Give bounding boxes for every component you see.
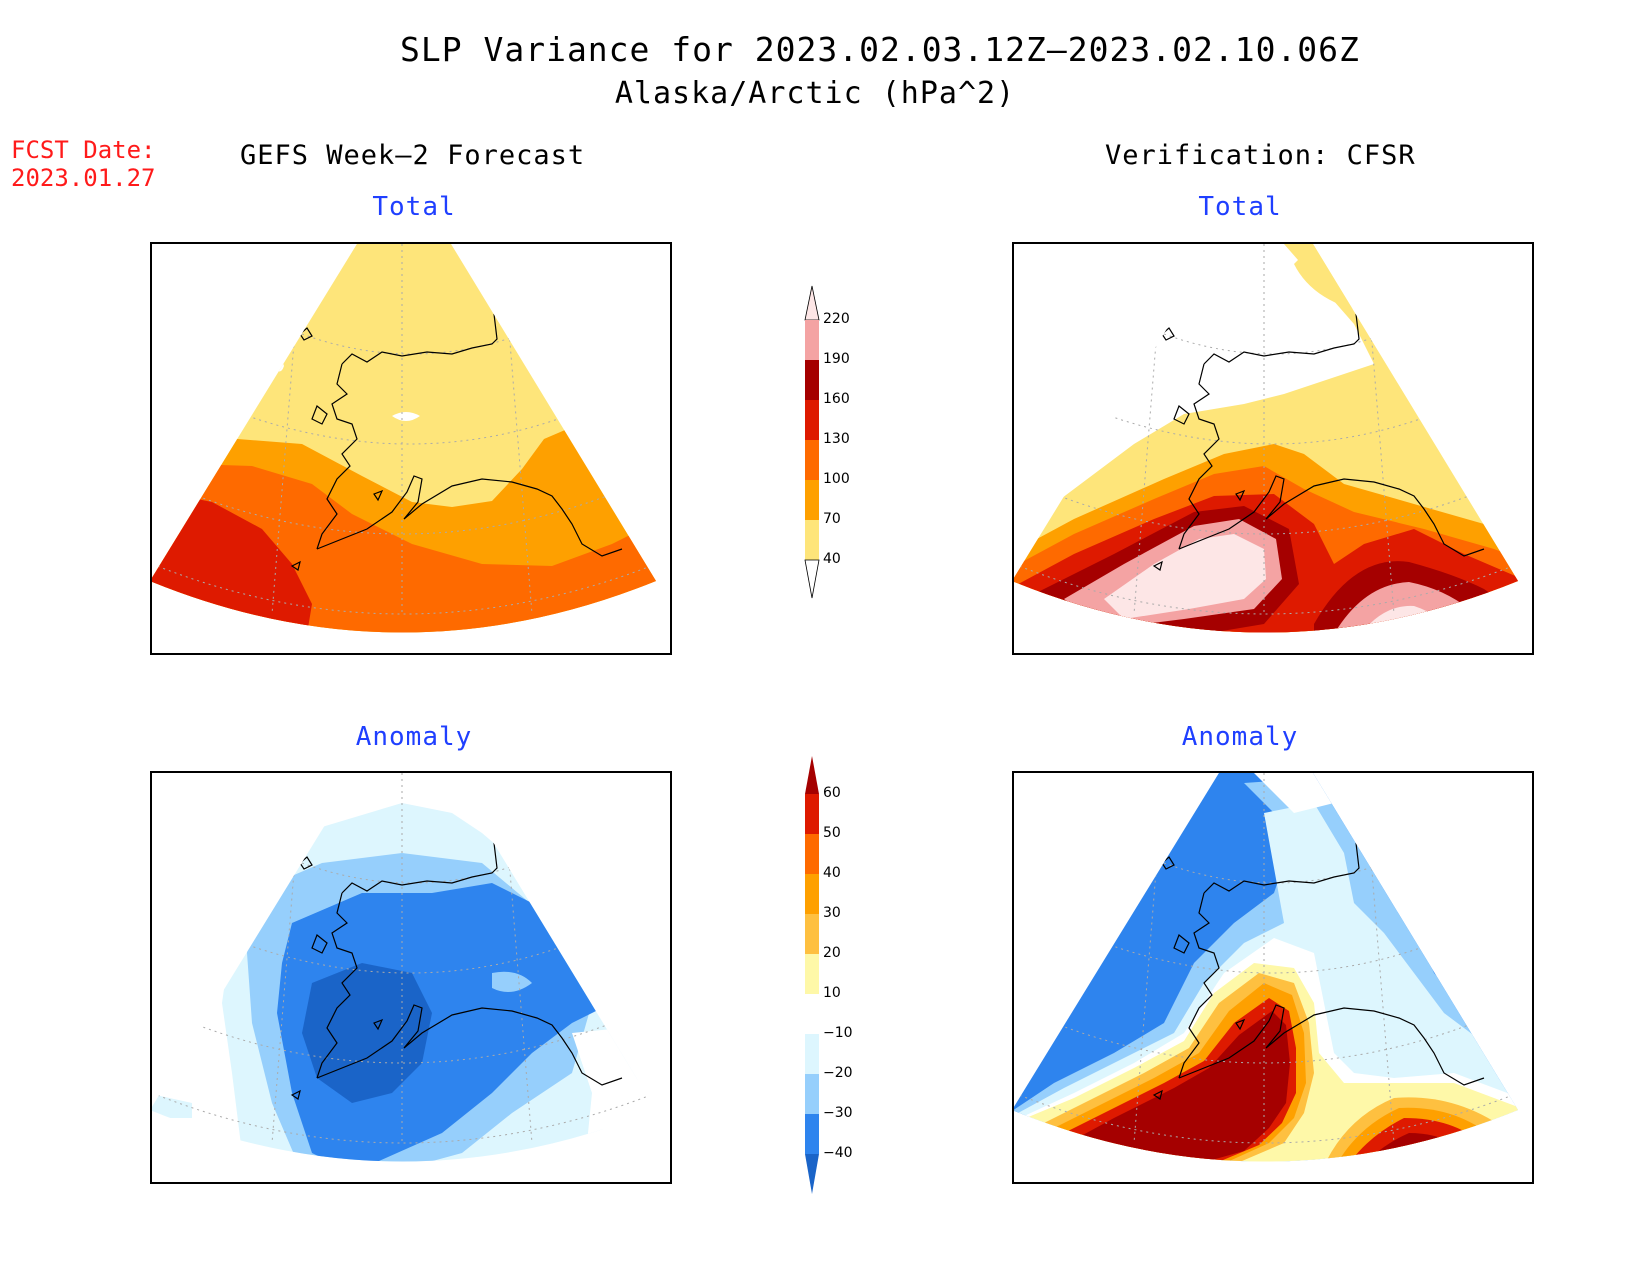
colorbar-total-tick-label: 100: [823, 471, 850, 487]
chart-title: SLP Variance for 2023.02.03.12Z–2023.02.…: [400, 30, 1360, 69]
colorbar-anomaly-swatch: [805, 874, 819, 914]
map-verification-total: [1012, 242, 1534, 655]
colorbar-total-tick-label: 220: [823, 311, 850, 327]
map-forecast-total: [150, 242, 672, 655]
colorbar-anomaly-tick-label: −40: [823, 1145, 853, 1161]
left-column-heading: GEFS Week–2 Forecast: [240, 140, 586, 171]
colorbar-anomaly-swatch: [805, 994, 819, 1034]
colorbar-anomaly-swatch: [805, 914, 819, 954]
panel-title-verification-total: Total: [1198, 192, 1282, 222]
colorbar-anomaly-tick-label: 10: [823, 985, 841, 1001]
colorbar-anomaly-swatch: [805, 1034, 819, 1074]
colorbar-total-tip-bottom: [804, 559, 820, 599]
colorbar-anomaly-tick-label: −30: [823, 1105, 853, 1121]
colorbar-anomaly-tick-label: 50: [823, 825, 841, 841]
colorbar-anomaly-tick-label: 20: [823, 945, 841, 961]
colorbar-anomaly-swatch: [805, 954, 819, 994]
colorbar-anomaly-tick-label: 30: [823, 905, 841, 921]
colorbar-anomaly-tip-bottom: [805, 1154, 819, 1194]
colorbar-total-tip-top: [804, 285, 820, 321]
colorbar-total-tick-label: 190: [823, 351, 850, 367]
fcst-date-label: FCST Date:: [11, 136, 156, 164]
map-forecast-anomaly: [150, 771, 672, 1184]
panel-title-forecast-total: Total: [372, 192, 456, 222]
chart-subtitle: Alaska/Arctic (hPa^2): [614, 76, 1016, 111]
colorbar-anomaly-swatch: [805, 834, 819, 874]
colorbar-total-tick-label: 70: [823, 511, 841, 527]
map-verification-anomaly: [1012, 771, 1534, 1184]
colorbar-total-swatch: [805, 400, 819, 440]
colorbar-total-swatches: [804, 285, 820, 599]
panel-title-verification-anomaly: Anomaly: [1181, 722, 1299, 752]
right-column-heading: Verification: CFSR: [1105, 140, 1416, 171]
panel-title-forecast-anomaly: Anomaly: [355, 722, 473, 752]
colorbar-anomaly-swatch: [805, 794, 819, 834]
colorbar-total-swatch: [805, 520, 819, 560]
fcst-date-value: 2023.01.27: [11, 164, 156, 192]
colorbar-anomaly-tick-label: 40: [823, 865, 841, 881]
colorbar-anomaly-tick-label: −20: [823, 1065, 853, 1081]
colorbar-total-tick-label: 40: [823, 551, 841, 567]
colorbar-total-tick-label: 130: [823, 431, 850, 447]
colorbar-total-swatch: [805, 440, 819, 480]
colorbar-total-swatch: [805, 360, 819, 400]
colorbar-anomaly-swatch: [805, 1114, 819, 1154]
colorbar-anomaly: 60 50 40 30 20 10 −10 −20 −30 −40: [795, 752, 875, 1202]
colorbar-total-tick-label: 160: [823, 391, 850, 407]
colorbar-anomaly-swatches: [805, 756, 819, 1194]
colorbar-total-swatch: [805, 320, 819, 360]
colorbar-total: 220 190 160 130 100 70 40: [795, 282, 875, 612]
colorbar-anomaly-tip-top: [805, 756, 819, 794]
colorbar-anomaly-swatch: [805, 1074, 819, 1114]
colorbar-total-swatch: [805, 480, 819, 520]
colorbar-anomaly-tick-label: −10: [823, 1025, 853, 1041]
colorbar-anomaly-tick-label: 60: [823, 785, 841, 801]
